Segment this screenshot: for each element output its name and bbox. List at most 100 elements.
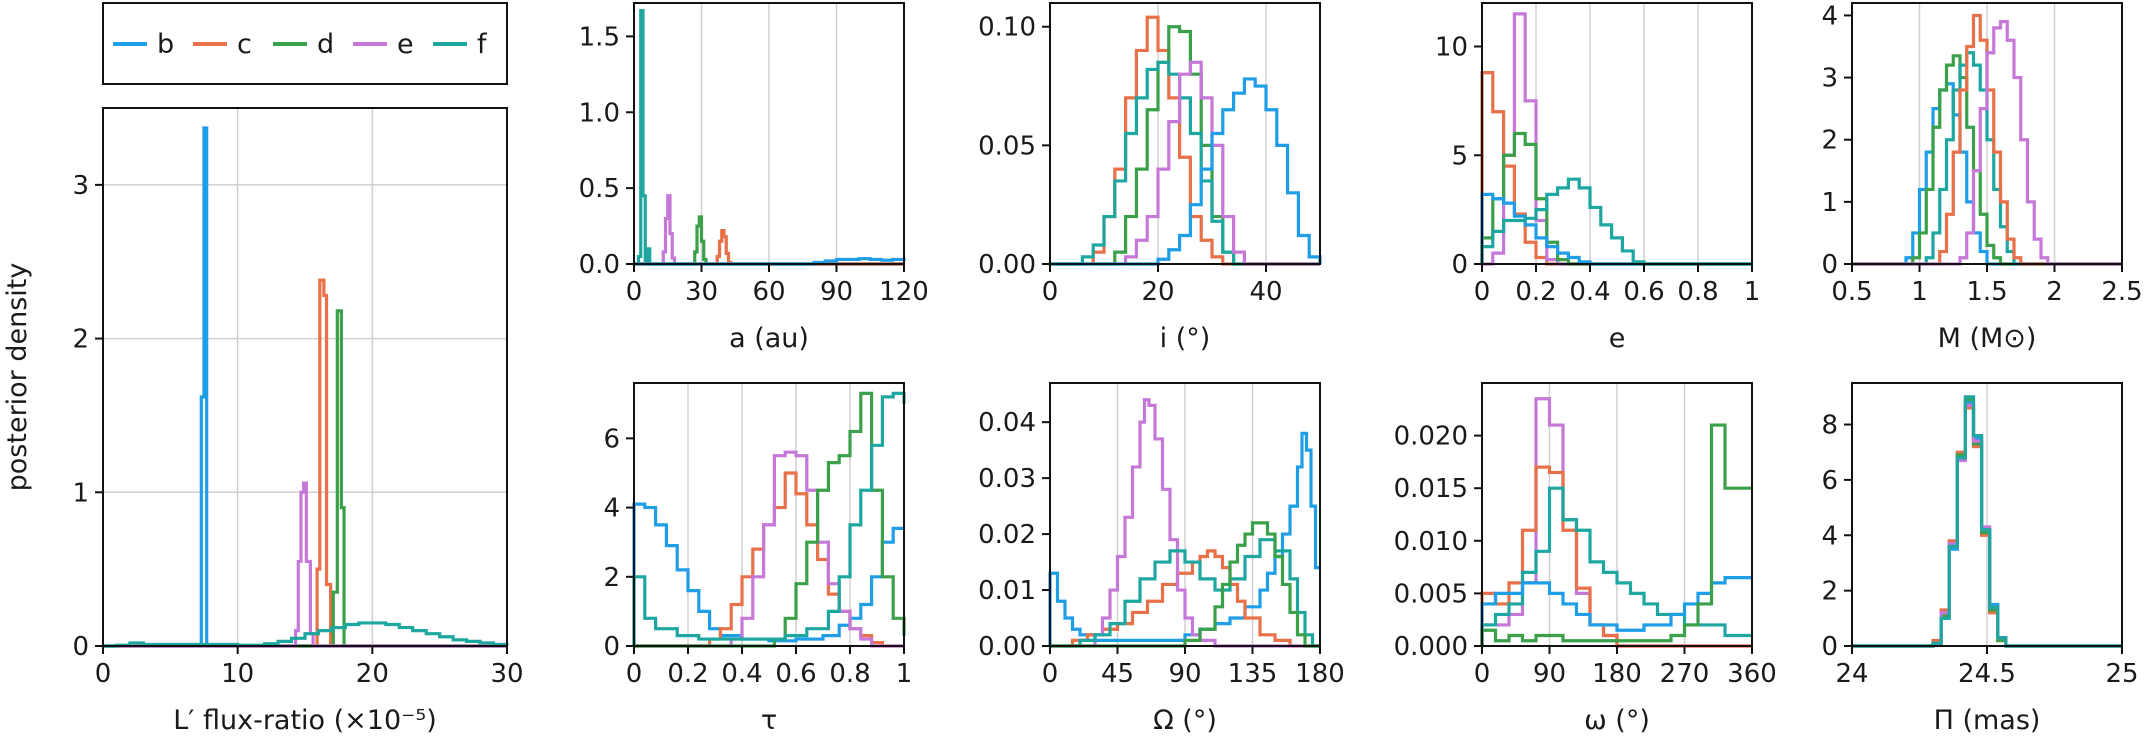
y-tick-label: 1.5 <box>579 22 620 52</box>
x-tick-label: 270 <box>1660 659 1710 689</box>
y-tick-label: 6 <box>603 424 620 454</box>
series-f-histogram <box>1050 538 1320 648</box>
series-f-histogram <box>632 391 906 646</box>
x-tick-label: 1 <box>1911 277 1928 307</box>
x-tick-label: 0 <box>1474 277 1491 307</box>
x-tick-label: 20 <box>1141 277 1174 307</box>
x-tick-label: 45 <box>1101 659 1134 689</box>
legend-label-f: f <box>477 29 488 60</box>
series-f-histogram <box>1480 177 1752 266</box>
series-d-histogram <box>103 309 507 648</box>
series-c-histogram <box>1480 71 1752 266</box>
series-d-histogram <box>634 215 904 266</box>
y-tick-label: 0.010 <box>1394 527 1468 557</box>
x-axis-label: M (M⊙) <box>1938 323 2037 354</box>
panel-flux: 0 10 20 30 0 1 2 3 L′ flux-ratio (×10⁻⁵) posterio… <box>2 107 524 736</box>
x-tick-label: 0 <box>95 659 112 689</box>
legend-entry-f: f <box>433 29 488 60</box>
series-d-histogram <box>634 391 906 648</box>
y-tick-label: 0 <box>603 632 620 662</box>
x-tick-label: 2 <box>2046 277 2063 307</box>
y-tick-label: 2 <box>603 563 620 593</box>
y-tick-label: 4 <box>1821 1 1838 31</box>
legend-entry-b: b <box>113 29 174 60</box>
y-tick-label: 0.0 <box>579 250 620 280</box>
y-tick-label: 4 <box>1821 521 1838 551</box>
legend-label-d: d <box>317 29 334 60</box>
x-tick-label: 0.6 <box>775 659 816 689</box>
y-tick-label: 0.10 <box>978 13 1036 43</box>
y-tick-label: 2 <box>1821 577 1838 607</box>
x-axis-label: Π (mas) <box>1934 705 2041 736</box>
series-e-histogram <box>634 450 904 648</box>
y-tick-label: 0.03 <box>978 464 1036 494</box>
series-b-histogram <box>1480 192 1752 266</box>
series-d-histogram <box>1050 25 1320 266</box>
y-tick-label: 0.015 <box>1394 474 1468 504</box>
panel-M: 0.5 1 1.5 2 2.5 0 1 2 3 4 M (M⊙) <box>1821 1 2142 354</box>
y-axis-label: posterior density <box>2 263 33 492</box>
x-tick-label: 10 <box>221 659 254 689</box>
series-f-histogram <box>1050 60 1320 266</box>
panel-i: 0 20 40 0.00 0.05 0.10 i (°) <box>978 2 1322 354</box>
series-c-histogram <box>103 278 507 648</box>
y-tick-label: 3 <box>72 171 89 201</box>
x-tick-label: 20 <box>356 659 389 689</box>
y-tick-label: 0 <box>1821 632 1838 662</box>
y-tick-label: 6 <box>1821 466 1838 496</box>
x-tick-label: 30 <box>685 277 718 307</box>
axes-frame <box>1481 2 1753 265</box>
x-tick-label: 60 <box>752 277 785 307</box>
x-tick-label: 0.8 <box>829 659 870 689</box>
x-tick-label: 24.5 <box>1958 659 2016 689</box>
x-tick-label: 0 <box>626 659 643 689</box>
series-d-histogram <box>1480 423 1752 646</box>
x-tick-label: 24 <box>1835 659 1868 689</box>
x-tick-label: 0.4 <box>721 659 762 689</box>
legend-entry-d: d <box>273 29 334 60</box>
x-tick-label: 0 <box>626 277 643 307</box>
y-tick-label: 2 <box>72 325 89 355</box>
legend-label-c: c <box>237 29 252 60</box>
series-b-histogram <box>103 126 507 648</box>
y-tick-label: 0.04 <box>978 408 1036 438</box>
x-tick-label: 1 <box>1744 277 1761 307</box>
x-tick-label: 30 <box>490 659 523 689</box>
x-tick-label: 180 <box>1295 659 1345 689</box>
x-tick-label: 90 <box>1533 659 1566 689</box>
series-c-histogram <box>1480 465 1752 648</box>
series-e-histogram <box>1050 398 1320 648</box>
x-axis-label: L′ flux-ratio (×10⁻⁵) <box>173 705 437 736</box>
axes-frame <box>633 382 905 647</box>
y-tick-label: 8 <box>1821 411 1838 441</box>
panel-tau: 0 0.2 0.4 0.6 0.8 1 0 2 4 6 τ <box>603 382 913 736</box>
x-tick-label: 135 <box>1228 659 1278 689</box>
legend-label-b: b <box>157 29 174 60</box>
series-b-histogram <box>634 257 906 266</box>
x-tick-label: 0.2 <box>667 659 708 689</box>
series-f-histogram <box>634 8 904 266</box>
panel-a: 0 30 60 90 120 0.0 0.5 1.0 1.5 a (au) <box>579 2 929 354</box>
y-tick-label: 0.000 <box>1394 632 1468 662</box>
y-tick-label: 2 <box>1821 126 1838 156</box>
x-axis-label: a (au) <box>729 323 809 354</box>
panel-Omega: 0 45 90 135 180 0.00 0.01 0.02 0.03 0.04 Ω (°) <box>978 382 1345 736</box>
x-axis-label: e <box>1609 323 1626 354</box>
legend-entry-c: c <box>193 29 252 60</box>
x-tick-label: 180 <box>1592 659 1642 689</box>
y-tick-label: 0.00 <box>978 250 1036 280</box>
y-tick-label: 4 <box>603 494 620 524</box>
y-tick-label: 0.005 <box>1394 579 1468 609</box>
x-tick-label: 90 <box>1168 659 1201 689</box>
legend: b c d e f <box>102 2 508 85</box>
y-tick-label: 0.01 <box>978 576 1036 606</box>
x-tick-label: 2.5 <box>2101 277 2142 307</box>
series-f-histogram <box>1852 395 2122 648</box>
panel-omega: 0 90 180 270 360 0.000 0.005 0.010 0.015 0.020 ω (… <box>1394 382 1777 736</box>
y-tick-label: 0.020 <box>1394 422 1468 452</box>
x-tick-label: 1 <box>896 659 913 689</box>
